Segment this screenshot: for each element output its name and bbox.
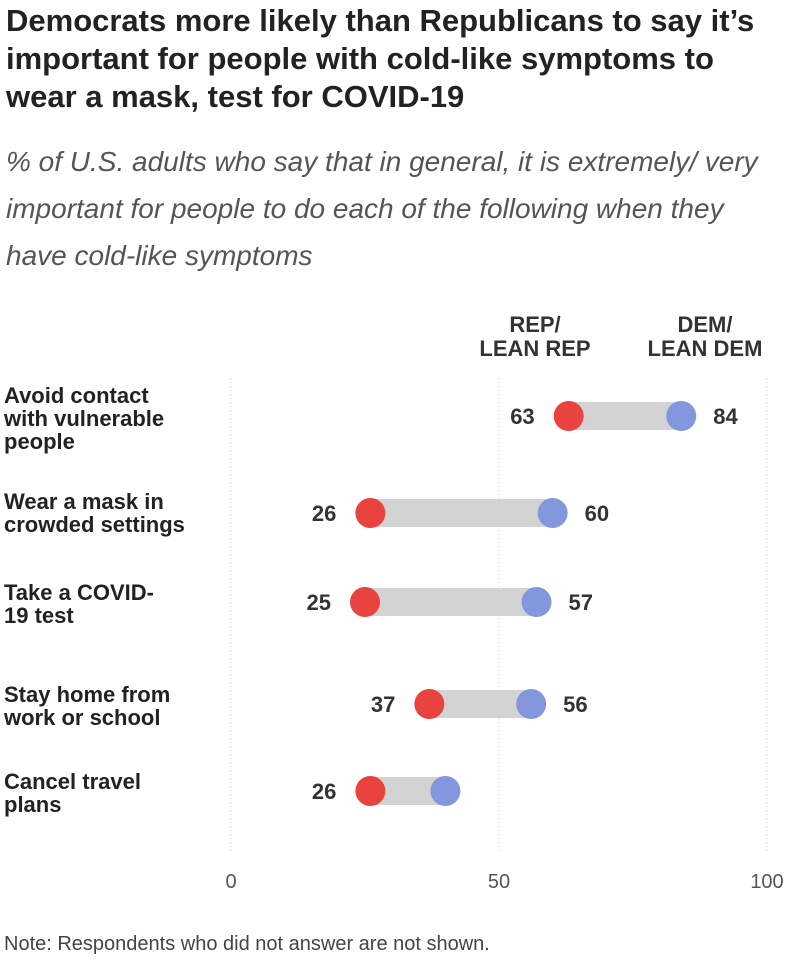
row-label-2: Take a COVID-19 test — [4, 580, 154, 628]
dem-dot — [516, 689, 547, 719]
dem-value-label: 84 — [713, 404, 738, 429]
x-tick-label: 0 — [225, 871, 236, 893]
rep-value-label: 37 — [371, 692, 395, 717]
range-bar — [365, 588, 537, 616]
range-bar — [429, 690, 532, 718]
rep-value-label: 26 — [312, 779, 336, 804]
range-bar — [370, 499, 553, 527]
dem-value-label: 56 — [563, 692, 587, 717]
dem-dot — [537, 498, 568, 528]
chart-subtitle: % of U.S. adults who say that in general… — [6, 146, 758, 271]
x-tick-label: 50 — [488, 871, 510, 893]
footnote: Note: Respondents who did not answer are… — [4, 933, 490, 955]
legend-dem: DEM/LEAN DEM — [625, 313, 785, 361]
row-label-3: Stay home from work or school — [4, 682, 171, 730]
dem-dot — [430, 776, 461, 806]
dem-value-label: 57 — [569, 590, 593, 615]
rep-dot — [350, 587, 380, 617]
legend-dem-text: DEM/LEAN DEM — [647, 312, 763, 361]
legend-rep: REP/LEAN REP — [455, 313, 615, 361]
dem-dot — [666, 401, 697, 431]
rep-dot — [414, 689, 445, 719]
rep-dot — [355, 498, 386, 528]
range-bar — [568, 402, 682, 430]
rep-dot — [355, 776, 386, 806]
rep-value-label: 26 — [312, 501, 336, 526]
row-label-4: Cancel travel plans — [4, 769, 141, 817]
rep-value-label: 25 — [307, 590, 331, 615]
chart-title: Democrats more likely than Republicans t… — [6, 3, 755, 114]
legend-rep-text: REP/LEAN REP — [479, 312, 591, 361]
dem-value-label: 60 — [585, 501, 609, 526]
row-label-1: Wear a mask in crowded settings — [4, 489, 185, 537]
x-tick-label: 100 — [750, 871, 783, 893]
dem-dot — [521, 587, 552, 617]
rep-value-label: 63 — [510, 404, 534, 429]
row-label-0: Avoid contact with vulnerable people — [4, 383, 165, 454]
rep-dot — [553, 401, 584, 431]
